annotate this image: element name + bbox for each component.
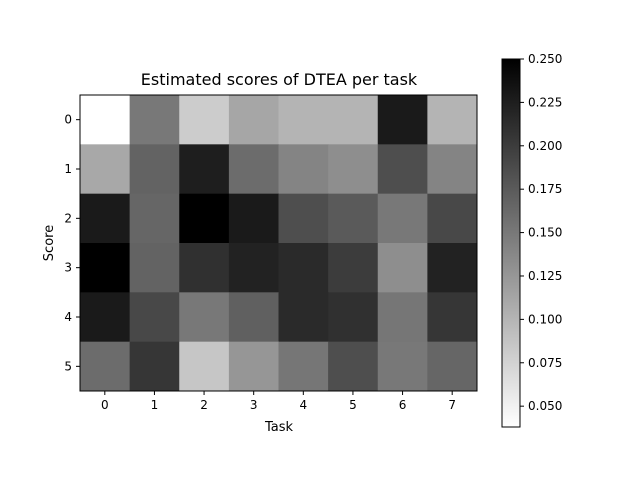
heatmap-cell <box>228 292 280 343</box>
y-tick-label: 4 <box>64 310 72 324</box>
heatmap-cell <box>228 144 280 195</box>
colorbar-tick-label: 0.100 <box>528 312 562 326</box>
y-tick-label: 0 <box>64 113 72 127</box>
heatmap-cell <box>228 95 280 145</box>
heatmap-cell <box>80 292 131 343</box>
y-axis-label: Score <box>42 225 57 261</box>
heatmap-cell <box>427 243 478 293</box>
heatmap-cell <box>278 243 329 293</box>
heatmap-cell <box>179 341 230 392</box>
colorbar <box>501 58 521 428</box>
colorbar-ticks: 0.050 0.075 0.100 0.125 0.150 0.175 0.200 0.225… <box>520 52 562 413</box>
heatmap-cell <box>228 243 280 293</box>
plot-frame <box>79 94 478 392</box>
x-tick-label: 1 <box>151 398 159 412</box>
heatmap-cell <box>328 95 379 145</box>
heatmap-cell <box>179 193 230 244</box>
heatmap-cell <box>427 341 478 392</box>
heatmap-cell <box>278 95 329 145</box>
heatmap-cell <box>328 193 379 244</box>
heatmap-cell <box>328 341 379 392</box>
heatmap-cell <box>179 292 230 343</box>
heatmap-cell <box>80 95 131 145</box>
x-tick-label: 5 <box>349 398 357 412</box>
heatmap-cell <box>129 193 180 244</box>
colorbar-tick-label: 0.150 <box>528 226 562 240</box>
heatmap-cell <box>427 292 478 343</box>
heatmap-cell <box>328 243 379 293</box>
colorbar-tick-label: 0.175 <box>528 182 562 196</box>
x-tick-label: 4 <box>299 398 307 412</box>
x-tick-label: 6 <box>399 398 407 412</box>
heatmap-cell <box>129 341 180 392</box>
heatmap-cell <box>80 243 131 293</box>
heatmap-cell <box>129 292 180 343</box>
heatmap-cell <box>328 144 379 195</box>
heatmap-cell <box>228 193 280 244</box>
heatmap-cell <box>278 341 329 392</box>
heatmap-cell <box>377 292 428 343</box>
heatmap-cell <box>129 243 180 293</box>
x-tick-label: 2 <box>200 398 208 412</box>
x-axis-ticks: 0 1 2 3 4 5 6 7 <box>101 391 456 412</box>
heatmap-cell <box>427 144 478 195</box>
heatmap-cell <box>179 243 230 293</box>
x-tick-label: 0 <box>101 398 109 412</box>
heatmap-cell <box>278 144 329 195</box>
heatmap-cell <box>278 292 329 343</box>
colorbar-tick-label: 0.225 <box>528 95 562 109</box>
heatmap-cell <box>228 341 280 392</box>
heatmap-cell <box>129 95 180 145</box>
y-tick-label: 3 <box>64 261 72 275</box>
chart-title: Estimated scores of DTEA per task <box>141 70 418 89</box>
heatmap-cell <box>427 95 478 145</box>
heatmap-cell <box>278 193 329 244</box>
heatmap-cell <box>377 95 428 145</box>
y-tick-label: 5 <box>64 359 72 373</box>
colorbar-tick-label: 0.050 <box>528 399 562 413</box>
colorbar-tick-label: 0.125 <box>528 269 562 283</box>
colorbar-tick-label: 0.250 <box>528 52 562 66</box>
x-tick-label: 7 <box>448 398 456 412</box>
colorbar-tick-label: 0.200 <box>528 139 562 153</box>
heatmap-cell <box>80 144 131 195</box>
x-axis-label: Task <box>264 420 294 435</box>
heatmap-cell <box>377 341 428 392</box>
y-axis-ticks: 0 1 2 3 4 5 <box>64 113 80 373</box>
heatmap-cell <box>80 193 131 244</box>
heatmap-cell <box>179 95 230 145</box>
heatmap-cell <box>179 144 230 195</box>
heatmap-cell <box>129 144 180 195</box>
heatmap-cell <box>377 193 428 244</box>
heatmap-cell <box>377 243 428 293</box>
x-tick-label: 3 <box>250 398 258 412</box>
y-tick-label: 2 <box>64 211 72 225</box>
heatmap-cell <box>427 193 478 244</box>
heatmap-cells <box>80 95 478 392</box>
colorbar-tick-label: 0.075 <box>528 356 562 370</box>
y-tick-label: 1 <box>64 162 72 176</box>
heatmap-cell <box>80 341 131 392</box>
heatmap-cell <box>328 292 379 343</box>
heatmap-cell <box>377 144 428 195</box>
